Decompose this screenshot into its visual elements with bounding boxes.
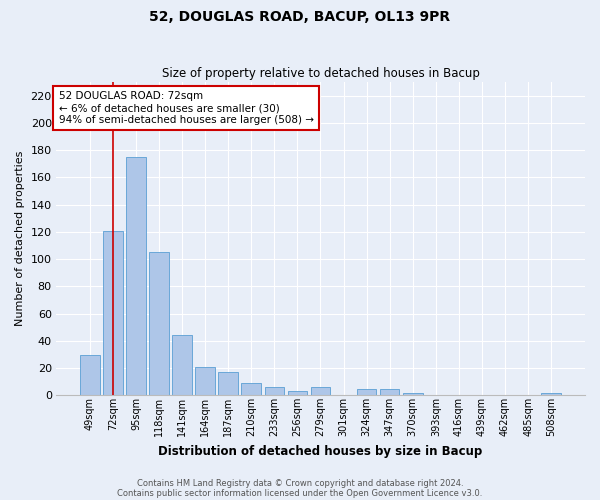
- Bar: [126, 157, 146, 396]
- Bar: [196, 367, 215, 396]
- Bar: [265, 387, 284, 396]
- Bar: [287, 392, 307, 396]
- Text: 52 DOUGLAS ROAD: 72sqm
← 6% of detached houses are smaller (30)
94% of semi-deta: 52 DOUGLAS ROAD: 72sqm ← 6% of detached …: [59, 92, 314, 124]
- Bar: [149, 252, 169, 396]
- Bar: [103, 230, 122, 396]
- Bar: [241, 383, 261, 396]
- Text: Contains HM Land Registry data © Crown copyright and database right 2024.: Contains HM Land Registry data © Crown c…: [137, 478, 463, 488]
- Text: Contains public sector information licensed under the Open Government Licence v3: Contains public sector information licen…: [118, 488, 482, 498]
- Bar: [403, 392, 422, 396]
- Bar: [541, 392, 561, 396]
- Title: Size of property relative to detached houses in Bacup: Size of property relative to detached ho…: [161, 66, 479, 80]
- Bar: [172, 336, 192, 396]
- Bar: [218, 372, 238, 396]
- Y-axis label: Number of detached properties: Number of detached properties: [15, 151, 25, 326]
- Bar: [380, 388, 400, 396]
- Bar: [357, 388, 376, 396]
- X-axis label: Distribution of detached houses by size in Bacup: Distribution of detached houses by size …: [158, 444, 482, 458]
- Text: 52, DOUGLAS ROAD, BACUP, OL13 9PR: 52, DOUGLAS ROAD, BACUP, OL13 9PR: [149, 10, 451, 24]
- Bar: [311, 387, 330, 396]
- Bar: [80, 354, 100, 396]
